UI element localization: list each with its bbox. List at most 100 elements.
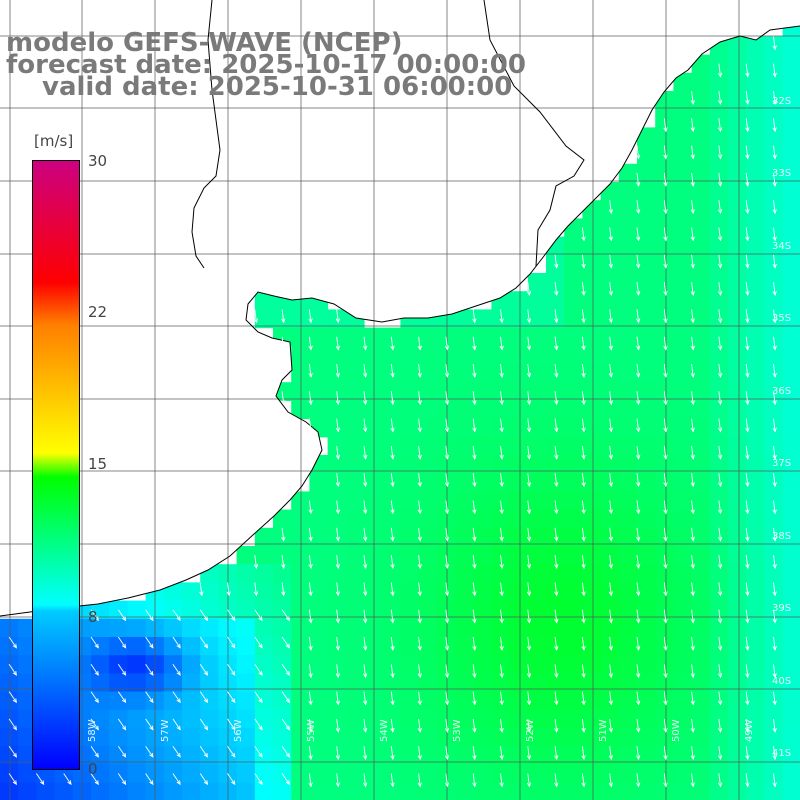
title-forecast-date: forecast date: 2025-10-17 00:00:00 <box>6 50 526 80</box>
wind-cell <box>418 400 438 420</box>
wind-cell <box>400 527 420 547</box>
wind-cell <box>582 309 602 329</box>
wind-arrow <box>554 691 559 706</box>
wind-cell <box>655 564 674 583</box>
wind-arrow <box>335 391 341 406</box>
wind-arrow <box>636 200 641 215</box>
wind-arrow <box>636 282 641 297</box>
wind-cell <box>527 655 547 674</box>
wind-cell <box>364 327 383 347</box>
wind-arrow <box>581 773 586 788</box>
wind-cell <box>782 782 800 800</box>
wind-cell <box>782 91 800 110</box>
wind-arrow <box>690 773 695 788</box>
lon-label: 52W <box>525 719 536 742</box>
wind-cell <box>364 582 383 602</box>
wind-cell <box>655 364 674 383</box>
wind-arrow <box>636 391 641 406</box>
wind-cell <box>728 764 747 784</box>
wind-cell <box>655 782 674 800</box>
wind-cell <box>546 564 565 583</box>
wind-cell <box>637 673 656 693</box>
wind-cell <box>200 618 219 638</box>
wind-arrow <box>526 664 532 679</box>
wind-arrow <box>172 745 181 758</box>
wind-cell <box>600 527 620 547</box>
wind-cell <box>418 491 438 511</box>
wind-cell <box>327 782 347 800</box>
wind-cell <box>509 418 529 438</box>
wind-cell <box>200 673 219 693</box>
wind-cell <box>418 364 438 383</box>
wind-cell <box>728 200 747 219</box>
wind-cell <box>382 364 401 383</box>
wind-cell <box>109 673 128 693</box>
wind-cell <box>691 309 711 329</box>
wind-cell <box>546 473 565 492</box>
wind-cell <box>582 582 602 602</box>
wind-cell <box>200 746 219 765</box>
wind-cell <box>618 618 638 638</box>
wind-cell <box>764 145 784 165</box>
wind-cell <box>527 491 547 511</box>
wind-cell <box>655 527 674 547</box>
wind-cell <box>491 673 511 693</box>
wind-cell <box>382 637 401 656</box>
wind-cell <box>546 728 565 747</box>
wind-cell <box>364 691 383 711</box>
wind-cell <box>309 364 329 383</box>
wind-cell <box>182 782 201 800</box>
wind-arrow <box>526 555 532 570</box>
wind-cell <box>527 309 547 329</box>
wind-cell <box>473 746 492 765</box>
wind-arrow <box>745 582 750 597</box>
wind-cell <box>364 418 383 438</box>
wind-arrow <box>690 90 695 105</box>
wind-arrow <box>390 582 395 597</box>
wind-arrow <box>363 391 368 406</box>
wind-arrow <box>363 718 368 733</box>
wind-cell <box>582 709 602 729</box>
wind-cell <box>236 728 256 747</box>
wind-arrow <box>772 473 777 488</box>
wind-cell <box>618 200 638 219</box>
wind-cell <box>382 728 401 747</box>
wind-cell <box>546 364 565 383</box>
wind-cell <box>637 291 656 310</box>
wind-arrow <box>663 254 668 269</box>
border-line <box>483 0 585 267</box>
wind-cell <box>473 436 492 456</box>
wind-arrow <box>335 609 341 624</box>
wind-cell <box>345 436 365 456</box>
wind-cell <box>436 582 456 602</box>
wind-cell <box>655 236 674 256</box>
wind-cell <box>364 637 383 656</box>
wind-cell <box>345 564 365 583</box>
wind-arrow <box>745 418 750 433</box>
wind-cell <box>163 746 183 765</box>
wind-cell <box>673 509 693 529</box>
wind-cell <box>655 509 674 529</box>
wind-arrow <box>663 309 668 324</box>
wind-arrow <box>745 718 750 733</box>
wind-arrow <box>554 391 559 406</box>
wind-cell <box>236 782 256 800</box>
wind-cell <box>309 655 329 674</box>
wind-arrow <box>608 582 614 597</box>
wind-cell <box>254 618 274 638</box>
wind-cell <box>509 764 529 784</box>
wind-cell <box>618 364 638 383</box>
wind-arrow <box>690 609 695 624</box>
wind-cell <box>236 709 256 729</box>
wind-cell <box>473 473 492 492</box>
wind-arrow <box>499 773 504 788</box>
wind-arrow <box>417 363 422 378</box>
wind-cell <box>709 72 729 92</box>
wind-arrow <box>227 718 236 731</box>
wind-cell <box>546 309 565 329</box>
wind-cell <box>673 764 693 784</box>
wind-arrow <box>745 145 750 160</box>
wind-cell <box>473 600 492 620</box>
wind-cell <box>400 455 420 474</box>
wind-cell <box>618 291 638 310</box>
